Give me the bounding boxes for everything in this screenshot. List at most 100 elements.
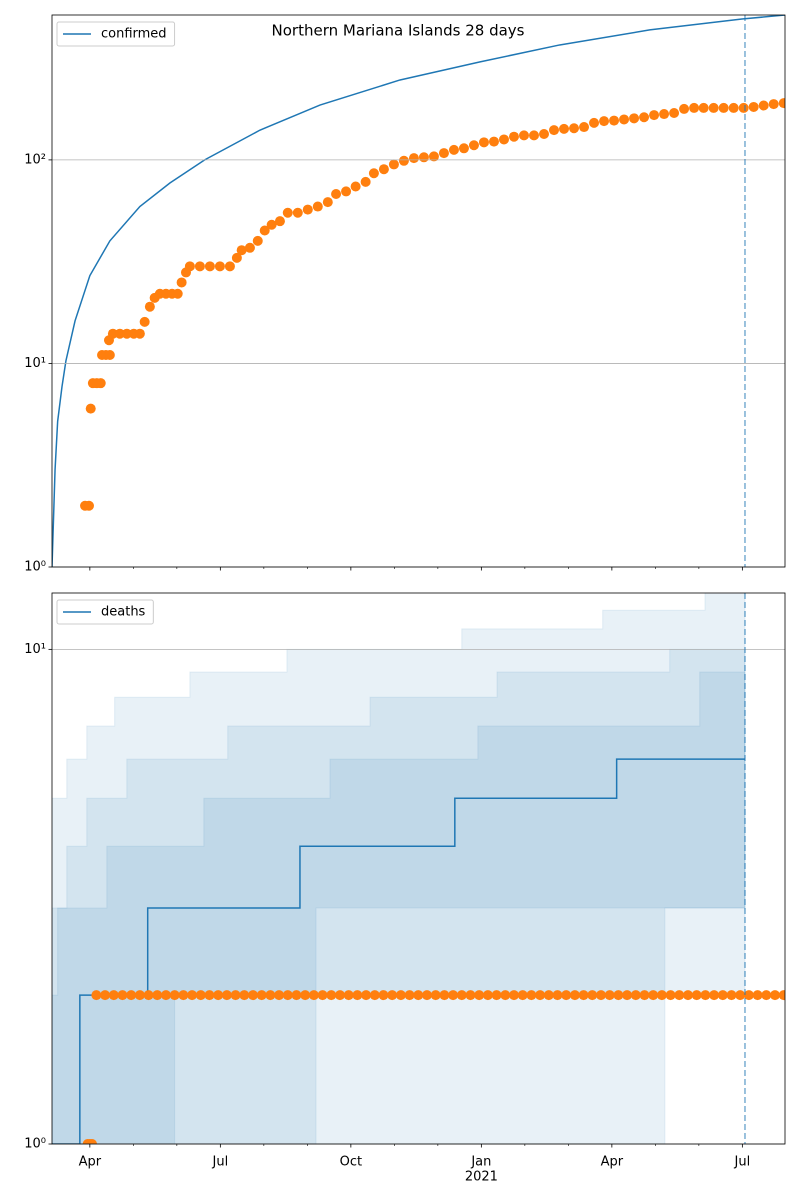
legend-label: deaths (101, 605, 146, 620)
point (528, 130, 539, 141)
point (361, 990, 372, 1001)
point (778, 990, 785, 1001)
point (491, 990, 502, 1001)
point (609, 115, 620, 126)
point (134, 328, 145, 339)
point (413, 990, 424, 1001)
point (259, 225, 270, 236)
point (630, 990, 641, 1001)
point (474, 990, 485, 1001)
x-tick-label: Jan (470, 1155, 491, 1170)
point (194, 261, 205, 272)
axes-frame (51, 592, 786, 1145)
point (83, 500, 94, 511)
point (569, 990, 580, 1001)
point (117, 990, 128, 1001)
point (85, 403, 96, 414)
plot-area (52, 593, 785, 1144)
point (214, 261, 225, 272)
point (613, 990, 624, 1001)
point (543, 990, 554, 1001)
point (508, 131, 519, 142)
point (599, 116, 610, 127)
legend-label: confirmed (101, 27, 167, 42)
point (748, 101, 759, 112)
point (539, 129, 550, 140)
y-tick-label: 10¹ (24, 356, 46, 371)
point (691, 990, 702, 1001)
point (317, 990, 328, 1001)
point (100, 990, 111, 1001)
point (689, 102, 700, 113)
point (398, 155, 409, 166)
point (428, 151, 439, 162)
point (291, 990, 302, 1001)
point (265, 990, 276, 1001)
point (91, 990, 102, 1001)
point (656, 990, 667, 1001)
point (312, 201, 323, 212)
point (360, 176, 371, 187)
point (172, 288, 183, 299)
point (709, 990, 720, 1001)
band (52, 671, 746, 1144)
point (139, 316, 150, 327)
point (561, 990, 572, 1001)
point (552, 990, 563, 1001)
point (535, 990, 546, 1001)
point (458, 143, 469, 154)
point (322, 197, 333, 208)
point (388, 159, 399, 170)
point (569, 123, 580, 134)
point (247, 990, 258, 1001)
point (549, 125, 560, 136)
point (169, 990, 180, 1001)
point (331, 188, 342, 199)
plot-area (52, 15, 785, 567)
point (622, 990, 633, 1001)
point (726, 990, 737, 1001)
band (52, 648, 746, 1144)
point (604, 990, 615, 1001)
point (761, 990, 772, 1001)
point (266, 219, 277, 230)
point (738, 102, 749, 113)
point (743, 990, 754, 1001)
line (52, 758, 745, 1144)
point (508, 990, 519, 1001)
point (665, 990, 676, 1001)
point (708, 102, 719, 113)
point (768, 99, 779, 110)
x-tick-label: Jul (212, 1155, 229, 1170)
point (649, 110, 660, 121)
point (204, 261, 215, 272)
point (231, 252, 242, 263)
legend: deaths (56, 599, 154, 625)
point (404, 990, 415, 1001)
point (302, 204, 313, 215)
point (395, 990, 406, 1001)
point (758, 100, 769, 111)
point (619, 114, 630, 125)
point (292, 207, 303, 218)
point (418, 152, 429, 163)
point (498, 134, 509, 145)
point (143, 990, 154, 1001)
point (213, 990, 224, 1001)
point (239, 990, 250, 1001)
point (107, 328, 118, 339)
point (230, 990, 241, 1001)
point (579, 122, 590, 133)
point (735, 990, 746, 1001)
point (256, 990, 267, 1001)
point (629, 113, 640, 124)
point (468, 140, 479, 151)
point (343, 990, 354, 1001)
point (221, 990, 232, 1001)
chart-title: Northern Mariana Islands 28 days (272, 22, 525, 40)
x-tick-label: Oct (340, 1155, 362, 1170)
point (152, 990, 163, 1001)
point (326, 990, 337, 1001)
point (488, 136, 499, 147)
